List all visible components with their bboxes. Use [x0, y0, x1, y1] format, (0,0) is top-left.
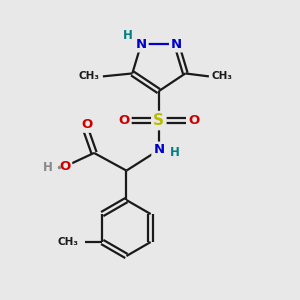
Text: N: N	[153, 143, 164, 157]
Text: N: N	[136, 38, 147, 50]
Text: H: H	[170, 146, 180, 159]
Text: CH₃: CH₃	[58, 237, 79, 247]
Text: H: H	[123, 29, 133, 42]
Text: O: O	[188, 114, 199, 127]
Text: N: N	[171, 38, 182, 50]
Text: O: O	[59, 160, 70, 173]
Text: S: S	[153, 113, 164, 128]
Text: O: O	[81, 118, 92, 131]
Text: H: H	[43, 161, 53, 174]
Text: CH₃: CH₃	[79, 71, 100, 81]
Text: CH₃: CH₃	[212, 71, 233, 81]
Text: O: O	[118, 114, 130, 127]
